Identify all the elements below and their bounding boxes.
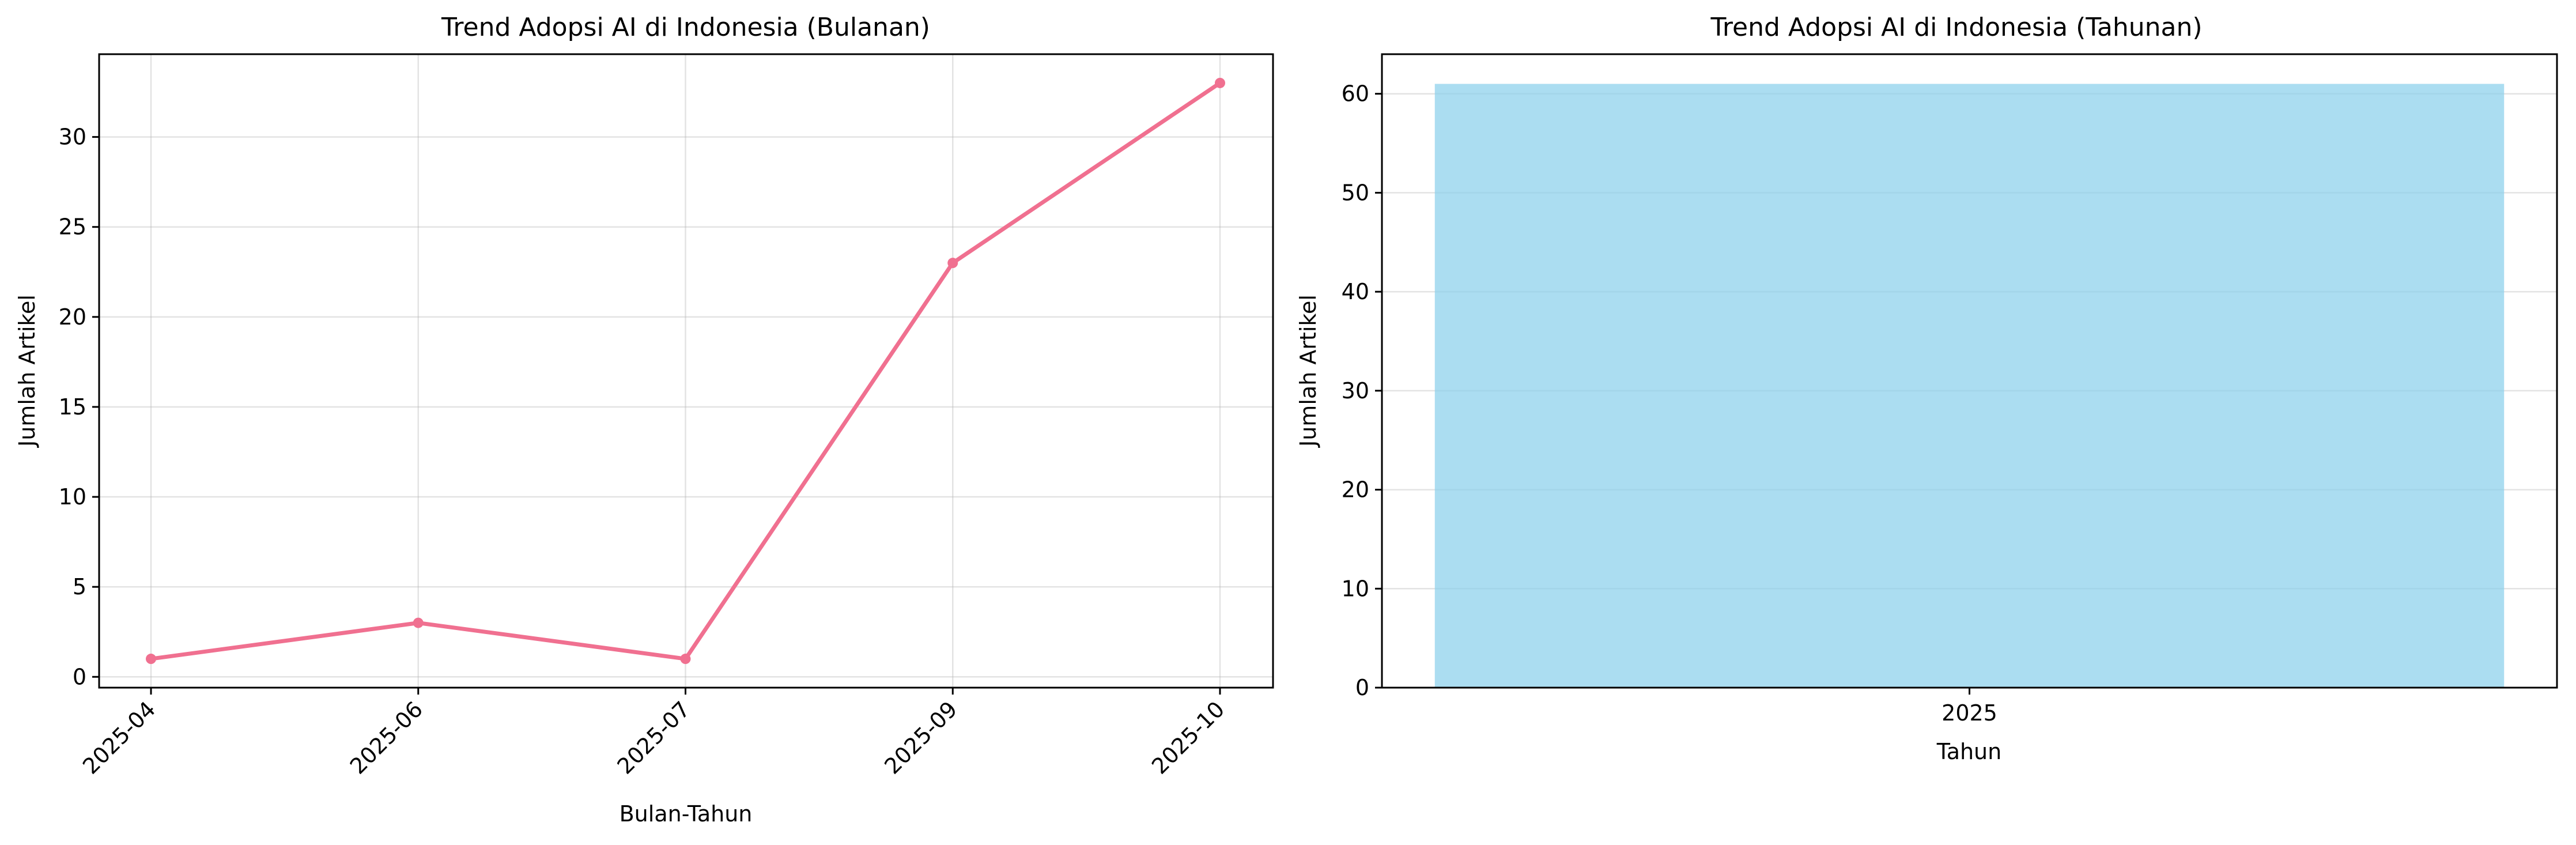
line-ytick-label-5: 25 bbox=[59, 214, 86, 240]
bar-ytick-label-2: 20 bbox=[1342, 477, 1369, 503]
line-point-2 bbox=[680, 654, 691, 665]
line-chart-series bbox=[146, 77, 1225, 665]
line-ytick-label-4: 20 bbox=[59, 304, 86, 330]
line-chart-title: Trend Adopsi AI di Indonesia (Bulanan) bbox=[441, 13, 930, 42]
line-ytick-label-6: 30 bbox=[59, 125, 86, 150]
line-chart-ticks: 0 5 10 15 20 25 30 2025-04 2025-06 2025-07 2025-09… bbox=[59, 125, 1230, 779]
bar-chart-xlabel: Tahun bbox=[1936, 739, 2001, 764]
line-chart-xlabel: Bulan-Tahun bbox=[620, 801, 753, 827]
line-xtick-label-2: 2025-07 bbox=[612, 696, 694, 779]
line-xtick-label-1: 2025-06 bbox=[345, 696, 428, 779]
bar-chart-bars bbox=[1434, 84, 2505, 688]
bar-ytick-label-3: 30 bbox=[1342, 378, 1369, 403]
bar-0 bbox=[1434, 84, 2505, 688]
bar-chart-title: Trend Adopsi AI di Indonesia (Tahunan) bbox=[1710, 13, 2202, 42]
bar-ytick-label-0: 0 bbox=[1355, 675, 1369, 700]
line-ytick-label-1: 5 bbox=[73, 574, 86, 599]
bar-ytick-label-5: 50 bbox=[1342, 180, 1369, 205]
bar-chart-frame bbox=[1381, 53, 2558, 689]
line-ytick-label-2: 10 bbox=[59, 484, 86, 510]
line-point-3 bbox=[947, 258, 958, 269]
bar-ytick-label-6: 60 bbox=[1342, 81, 1369, 107]
line-chart-monthly: Trend Adopsi AI di Indonesia (Bulanan) 0… bbox=[14, 13, 1274, 827]
bar-ytick-label-4: 40 bbox=[1342, 279, 1369, 304]
bar-chart-ticks: 0 10 20 30 40 50 60 2025 bbox=[1342, 81, 1997, 726]
line-chart-ylabel: Jumlah Artikel bbox=[14, 295, 40, 448]
line-xtick-label-4: 2025-10 bbox=[1147, 696, 1229, 779]
bar-chart-ylabel: Jumlah Artikel bbox=[1295, 295, 1321, 448]
line-ytick-label-0: 0 bbox=[73, 664, 86, 689]
line-point-1 bbox=[413, 617, 424, 628]
bar-chart-yearly: Trend Adopsi AI di Indonesia (Tahunan) 0… bbox=[1295, 13, 2558, 764]
line-point-4 bbox=[1215, 77, 1225, 88]
line-point-0 bbox=[146, 654, 156, 665]
line-xtick-label-3: 2025-09 bbox=[879, 696, 962, 779]
line-ytick-label-3: 15 bbox=[59, 394, 86, 420]
line-xtick-label-0: 2025-04 bbox=[78, 696, 160, 779]
bar-ytick-label-1: 10 bbox=[1342, 576, 1369, 601]
line-chart-frame bbox=[98, 53, 1274, 689]
bar-xtick-label-0: 2025 bbox=[1942, 700, 1997, 726]
line-chart-grid bbox=[99, 54, 1273, 688]
